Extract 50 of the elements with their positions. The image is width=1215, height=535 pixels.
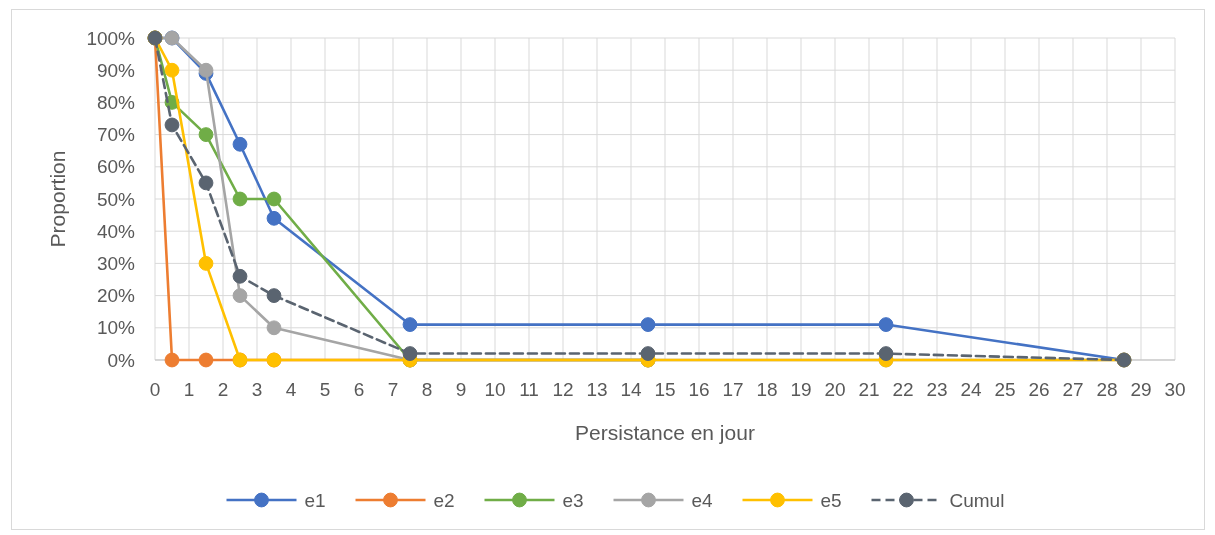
- y-tick-label: 100%: [86, 27, 136, 49]
- legend-label: e5: [820, 489, 842, 511]
- x-tick-label: 17: [722, 379, 744, 400]
- y-tick-label: 0%: [107, 349, 136, 371]
- x-tick-label: 2: [217, 379, 229, 400]
- x-tick-label: 20: [824, 379, 846, 400]
- y-tick-label: 80%: [96, 92, 136, 114]
- x-tick-label: 0: [149, 379, 161, 400]
- y-tick-label: 20%: [96, 285, 136, 307]
- y-tick-label: 30%: [96, 253, 136, 275]
- x-tick-label: 18: [756, 379, 778, 400]
- x-tick-label: 22: [892, 379, 914, 400]
- x-tick-label: 10: [484, 379, 506, 400]
- x-tick-label: 24: [960, 379, 982, 400]
- x-tick-label: 16: [688, 379, 710, 400]
- x-tick-label: 6: [353, 379, 365, 400]
- x-tick-label: 3: [251, 379, 263, 400]
- y-axis-title: Proportion: [46, 150, 69, 248]
- x-tick-label: 23: [926, 379, 948, 400]
- x-tick-label: 8: [421, 379, 433, 400]
- x-axis-title: Persistance en jour: [575, 421, 755, 444]
- legend-label: e1: [304, 489, 326, 511]
- x-tick-label: 27: [1062, 379, 1084, 400]
- x-tick-label: 29: [1130, 379, 1152, 400]
- x-tick-label: 11: [519, 379, 539, 400]
- x-tick-label: 30: [1164, 379, 1186, 400]
- x-tick-label: 5: [319, 379, 331, 400]
- x-tick-label: 21: [858, 379, 880, 400]
- x-tick-label: 7: [387, 379, 399, 400]
- x-tick-label: 28: [1096, 379, 1118, 400]
- y-tick-label: 50%: [96, 188, 136, 210]
- legend-label: e4: [691, 489, 714, 511]
- legend-label: Cumul: [949, 489, 1005, 511]
- x-tick-label: 9: [455, 379, 467, 400]
- legend-label: e2: [433, 489, 455, 511]
- x-tick-label: 13: [586, 379, 608, 400]
- y-tick-label: 60%: [96, 156, 136, 178]
- y-tick-label: 40%: [96, 220, 136, 242]
- x-tick-label: 4: [285, 379, 297, 400]
- y-tick-label: 70%: [96, 124, 136, 146]
- y-tick-label: 10%: [96, 317, 136, 339]
- x-tick-label: 12: [552, 379, 574, 400]
- y-tick-label: 90%: [96, 59, 136, 81]
- x-tick-label: 14: [620, 379, 642, 400]
- x-tick-label: 15: [654, 379, 676, 400]
- x-tick-label: 19: [790, 379, 812, 400]
- x-tick-label: 25: [994, 379, 1016, 400]
- x-tick-label: 26: [1028, 379, 1050, 400]
- legend-label: e3: [562, 489, 584, 511]
- x-tick-label: 1: [183, 379, 195, 400]
